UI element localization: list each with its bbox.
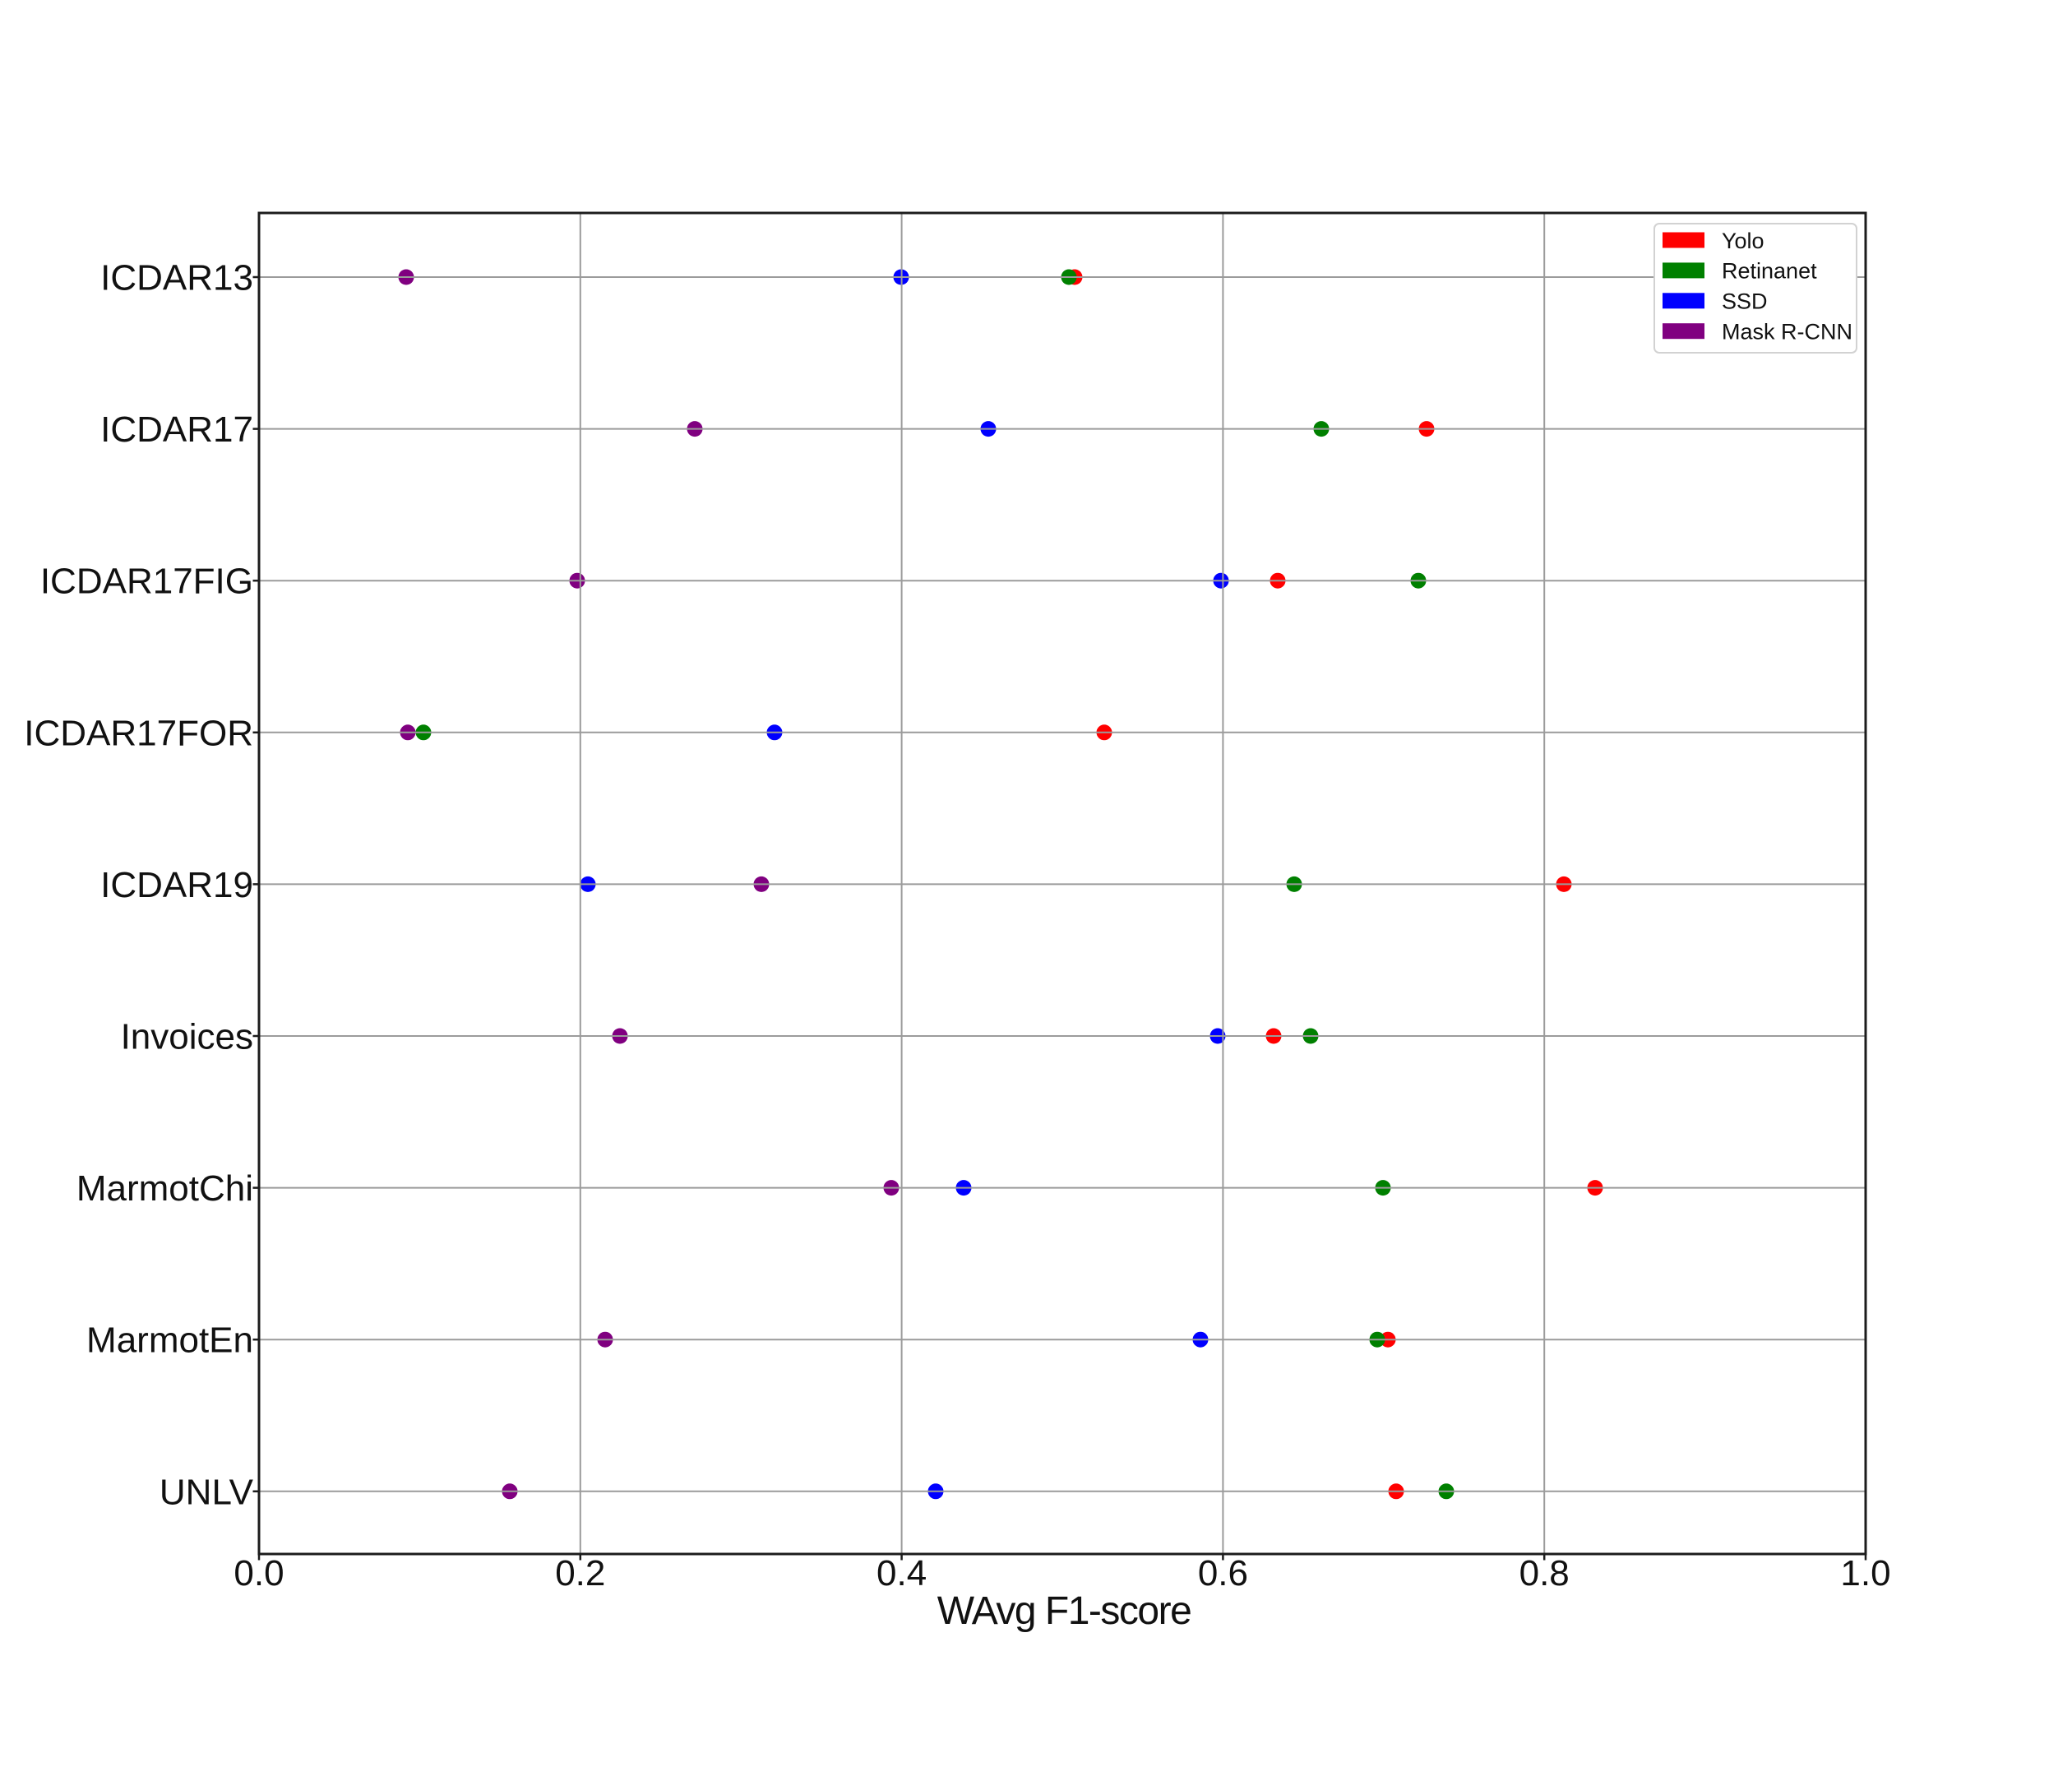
svg-text:Retinanet: Retinanet [1722,259,1817,284]
svg-text:0.0: 0.0 [234,1553,284,1593]
svg-text:ICDAR17: ICDAR17 [100,409,253,450]
svg-text:0.6: 0.6 [1198,1553,1248,1593]
svg-text:SSD: SSD [1722,289,1768,314]
svg-text:MarmotEn: MarmotEn [86,1320,253,1361]
svg-text:ICDAR17FOR: ICDAR17FOR [24,713,253,753]
svg-text:WAvg F1-score: WAvg F1-score [937,1589,1191,1633]
svg-text:0.8: 0.8 [1519,1553,1570,1593]
svg-text:ICDAR13: ICDAR13 [100,258,253,298]
svg-text:ICDAR19: ICDAR19 [100,865,253,905]
svg-text:0.2: 0.2 [555,1553,605,1593]
svg-text:1.0: 1.0 [1840,1553,1890,1593]
svg-text:0.4: 0.4 [876,1553,927,1593]
svg-text:UNLV: UNLV [160,1472,254,1512]
svg-text:ICDAR17FIG: ICDAR17FIG [40,562,253,602]
svg-text:Mask R-CNN: Mask R-CNN [1722,320,1852,345]
svg-text:Invoices: Invoices [121,1017,253,1057]
svg-text:Yolo: Yolo [1722,229,1764,253]
svg-text:MarmotChi: MarmotChi [76,1168,253,1209]
